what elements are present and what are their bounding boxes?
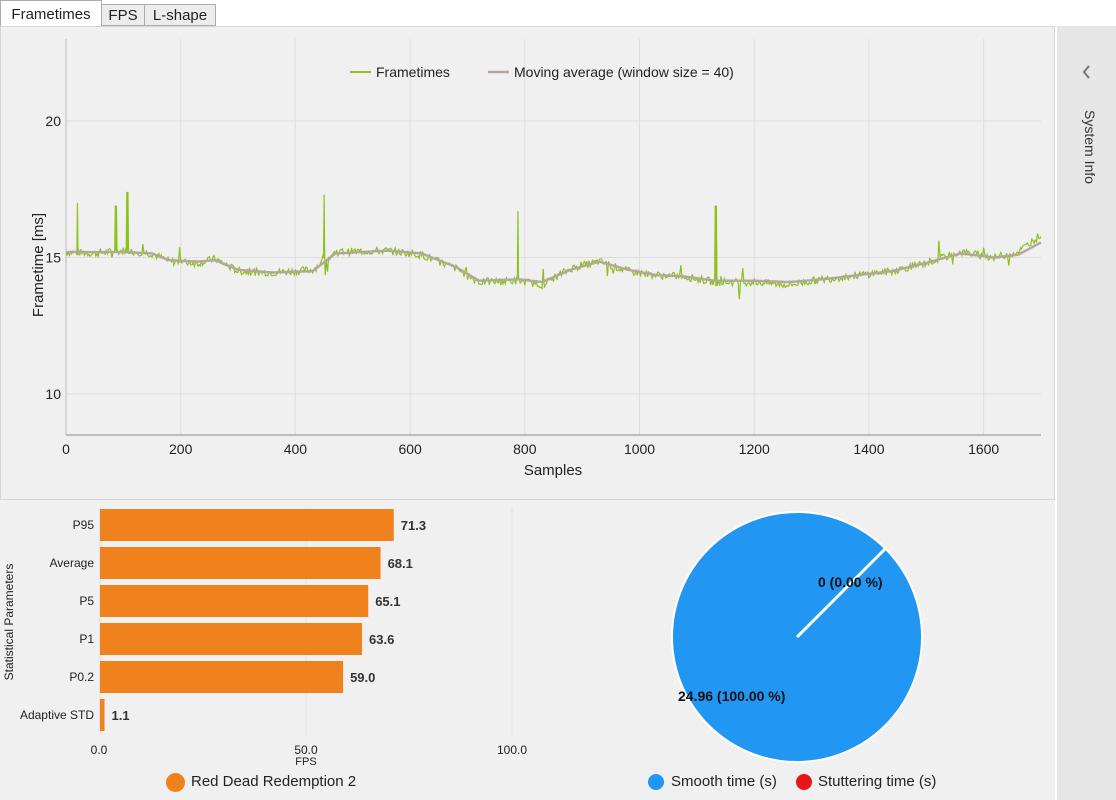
y-tick-label: 15 (45, 249, 61, 265)
y-axis-title: Frametime [ms] (30, 213, 47, 317)
legend-stuttering-swatch (796, 774, 812, 790)
system-info-label[interactable]: System Info (1082, 110, 1098, 184)
x-tick-label: 1400 (853, 441, 884, 457)
y-tick-label: 10 (45, 386, 61, 402)
x-tick-label: 1200 (739, 441, 770, 457)
bar-x-axis-title: FPS (295, 756, 316, 768)
tab-fps[interactable]: FPS (101, 4, 145, 26)
system-info-panel (1057, 26, 1116, 800)
pie-slice-stuttering (795, 547, 887, 639)
legend-smooth-label: Smooth time (s) (671, 773, 777, 790)
x-tick-label: 600 (398, 441, 422, 457)
statistical-parameters-chart: P95 71.3 Average 68.1 P5 65.1 P1 63.6 P0.2 59.0 Ad… (2, 508, 527, 768)
legend-game-label: Red Dead Redemption 2 (191, 773, 357, 790)
tab-frametimes[interactable]: Frametimes (0, 0, 102, 27)
bar-p5 (100, 585, 369, 617)
plot-area (66, 39, 1041, 435)
bar-y-axis-title: Statistical Parameters (2, 564, 16, 681)
bar-category-label: Adaptive STD (20, 708, 94, 722)
bar-category-label: P1 (79, 632, 94, 646)
x-tick-label: 0.0 (91, 743, 108, 757)
frametime-chart: 0 200 400 600 800 1000 1200 1400 1600 10 15 20 Fram… (30, 39, 1042, 479)
frametime-chart-panel: 0 200 400 600 800 1000 1200 1400 1600 10 15 20 Fram… (0, 26, 1055, 500)
bar-value-label: 71.3 (401, 518, 426, 533)
x-tick-label: 0 (62, 441, 70, 457)
bar-value-label: 1.1 (112, 708, 130, 723)
bar-average (100, 547, 381, 579)
x-tick-label: 1600 (968, 441, 999, 457)
x-tick-label: 800 (513, 441, 537, 457)
bar-adaptive-std (100, 699, 105, 731)
legend-frametimes-label: Frametimes (376, 64, 450, 80)
tab-bar: Frametimes FPS L-shape (0, 0, 1116, 27)
bar-p0-2 (100, 661, 344, 693)
bar-value-label: 63.6 (369, 632, 394, 647)
moving-average-series-line (66, 241, 1042, 284)
bar-value-label: 68.1 (388, 556, 413, 571)
x-tick-label: 200 (169, 441, 193, 457)
legend-stuttering-label: Stuttering time (s) (818, 773, 937, 790)
x-tick-label: 1000 (624, 441, 655, 457)
bar-category-label: P0.2 (69, 670, 94, 684)
legend-moving-average-label: Moving average (window size = 40) (514, 64, 734, 80)
bar-p1 (100, 623, 363, 655)
y-tick-label: 20 (45, 113, 61, 129)
bar-value-label: 65.1 (375, 594, 400, 609)
legend-smooth-swatch (648, 774, 664, 790)
bar-category-label: Average (50, 556, 95, 570)
x-axis-title: Samples (524, 462, 582, 479)
legend-game-swatch (166, 773, 185, 792)
chevron-left-icon[interactable] (1079, 60, 1095, 84)
bar-category-label: P5 (79, 594, 94, 608)
bottom-charts-panel: P95 71.3 Average 68.1 P5 65.1 P1 63.6 P0.2 59.0 Ad… (0, 500, 1055, 800)
x-tick-label: 400 (284, 441, 308, 457)
bar-value-label: 59.0 (350, 670, 375, 685)
pie-label-stuttering: 0 (0.00 %) (818, 574, 883, 590)
x-tick-label: 100.0 (497, 743, 527, 757)
pie-label-smooth: 24.96 (100.00 %) (678, 688, 785, 704)
bar-category-label: P95 (73, 518, 95, 532)
stutter-pie-chart: 0 (0.00 %) 24.96 (100.00 %) (671, 511, 923, 763)
x-tick-label: 50.0 (294, 743, 318, 757)
bar-p95 (100, 509, 394, 541)
tab-l-shape[interactable]: L-shape (144, 4, 216, 26)
